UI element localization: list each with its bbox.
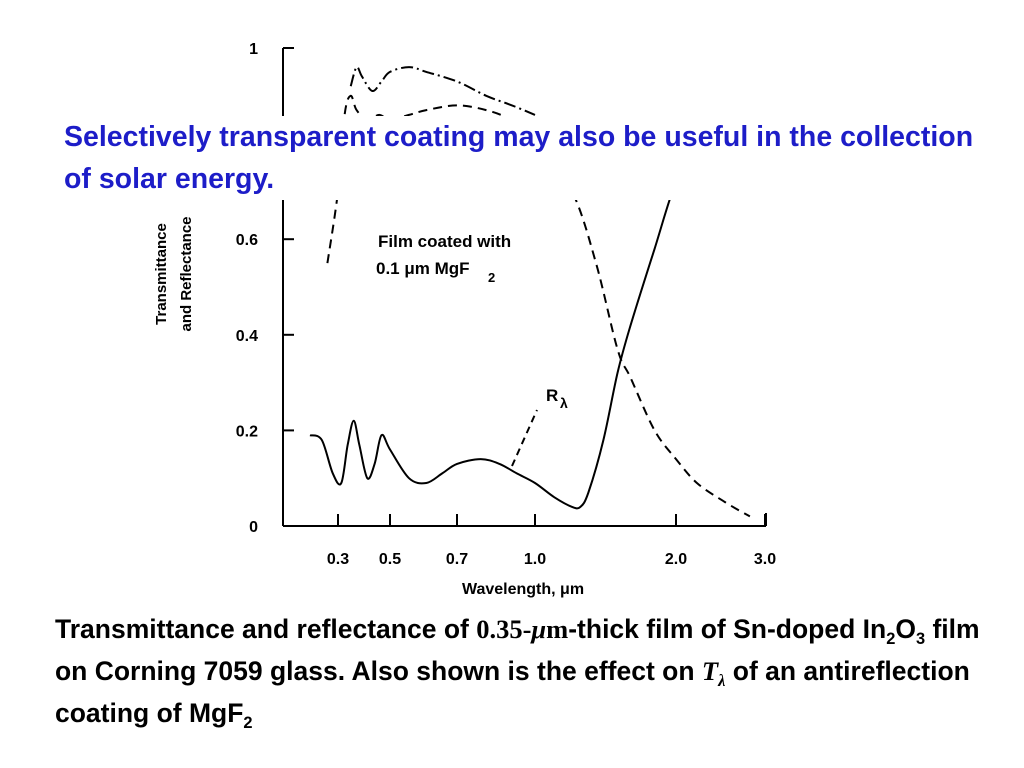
caption-text-3: film on Corning 7059 glass. Also shown i… — [55, 614, 980, 686]
caption-m: m — [546, 614, 569, 644]
series-line-3 — [349, 65, 536, 116]
caption-sub-f: 2 — [243, 713, 253, 732]
caption-mu: μ — [531, 614, 547, 644]
figure-caption: Transmittance and reflectance of 0.35-μm… — [55, 608, 1015, 734]
annotation-r-label: R — [546, 386, 558, 405]
chart-labels: 0 0.2 0.4 0.6 1 0.3 0.5 0.7 1.0 2.0 3.0 Wavelength,… — [153, 41, 776, 598]
y-tick-label: 1 — [249, 41, 258, 58]
series-line-1 — [309, 143, 698, 510]
caption-text-1: Transmittance and reflectance of — [55, 614, 477, 644]
caption-sub-2: 2 — [886, 629, 896, 648]
x-axis-label: Wavelength, μm — [462, 581, 584, 598]
chart-series — [309, 65, 751, 518]
caption-lambda: λ — [718, 670, 726, 690]
y-tick-label: 0.2 — [236, 423, 258, 440]
annotation-r-sub: λ — [560, 395, 568, 411]
annotation-film-line2: 0.1 μm MgF — [376, 259, 470, 278]
x-tick-label: 2.0 — [665, 551, 687, 568]
x-tick-label: 0.7 — [446, 551, 468, 568]
y-axis-label-line2: and Reflectance — [178, 216, 195, 331]
y-axis-label-line1: Transmittance — [153, 223, 170, 325]
x-tick-label: 3.0 — [754, 551, 776, 568]
caption-sub-3: 3 — [915, 629, 926, 648]
x-tick-label: 0.3 — [327, 551, 349, 568]
r-lambda-leader — [511, 409, 538, 467]
annotation-film-line1: Film coated with — [378, 232, 511, 251]
annotation-film-sub: 2 — [488, 270, 495, 285]
y-tick-label: 0.4 — [236, 328, 258, 345]
caption-T: T — [701, 656, 719, 686]
caption-text-2: -thick film of Sn-doped In — [568, 614, 887, 644]
x-tick-label: 1.0 — [524, 551, 546, 568]
y-tick-label: 0 — [249, 519, 258, 536]
series-line-2 — [326, 94, 751, 518]
caption-thickness: 0.35- — [476, 614, 532, 644]
caption-o: O — [895, 614, 916, 644]
y-tick-label: 0.6 — [236, 232, 258, 249]
x-tick-label: 0.5 — [379, 551, 401, 568]
slide-headline: Selectively transparent coating may also… — [62, 116, 1000, 200]
caption-text-4: of an antireflection coating of MgF — [55, 656, 970, 728]
